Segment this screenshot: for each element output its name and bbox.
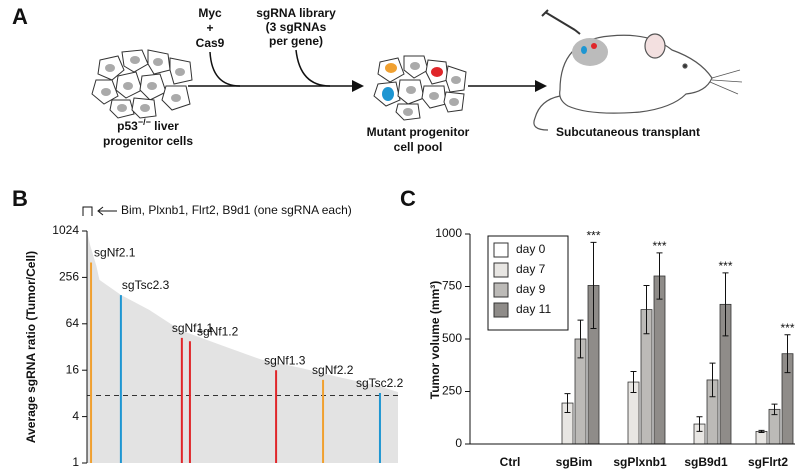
y-tick-label: 4 <box>72 409 79 423</box>
input-label: (3 sgRNAs <box>266 20 327 34</box>
legend-swatch <box>493 282 509 298</box>
y-tick-label: 16 <box>66 362 80 376</box>
gene: p53 <box>117 119 138 133</box>
cells-text: liver <box>151 119 179 133</box>
bar <box>653 275 666 445</box>
y-axis-label: Average sgRNA ratio (Tumor/Cell) <box>24 251 38 443</box>
error-bar <box>722 272 729 337</box>
highlight-label: sgNf1.2 <box>197 324 239 338</box>
highlight-label: sgTsc2.3 <box>122 278 170 292</box>
progenitor-cells <box>91 49 193 119</box>
y-tick-label: 750 <box>442 279 462 293</box>
panel-label: C <box>400 186 416 211</box>
x-tick-label: sgFlrt2 <box>748 455 788 469</box>
error-bar <box>564 393 571 413</box>
mouse <box>533 9 743 131</box>
legend-label: day 11 <box>516 302 551 316</box>
arrows <box>188 49 535 87</box>
legend-swatch <box>493 302 509 318</box>
error-bar <box>784 334 791 374</box>
pool-label: cell pool <box>394 140 443 154</box>
error-bar <box>709 362 716 398</box>
error-bar <box>656 252 663 300</box>
significance: *** <box>586 229 600 243</box>
annotation: Bim, Plxnb1, Flrt2, B9d1 (one sgRNA each… <box>121 203 352 217</box>
y-tick-label: 250 <box>442 384 462 398</box>
y-tick-label: 256 <box>59 270 79 284</box>
error-bar <box>590 241 597 329</box>
error-bar <box>630 371 637 394</box>
significance: *** <box>718 259 732 273</box>
y-tick-label: 0 <box>455 436 462 450</box>
y-tick-label: 64 <box>66 316 80 330</box>
x-tick-label: Ctrl <box>500 455 521 469</box>
error-bar <box>577 319 584 359</box>
y-tick-label: 500 <box>442 331 462 345</box>
error-bar <box>758 429 765 433</box>
legend-label: day 9 <box>516 282 546 296</box>
highlight-label: sgNf2.2 <box>312 363 354 377</box>
x-tick-label: sgB9d1 <box>684 455 728 469</box>
significance: *** <box>780 321 794 335</box>
legend-swatch <box>493 242 509 258</box>
y-tick-label: 1 <box>72 455 79 469</box>
transplant-label: Subcutaneous transplant <box>556 125 700 139</box>
mutant-cell-pool <box>373 55 467 121</box>
error-bar <box>771 403 778 416</box>
highlight-label: sgNf2.1 <box>94 246 136 260</box>
bar <box>755 430 768 445</box>
cells-label: progenitor cells <box>103 134 193 148</box>
input-label: + <box>206 21 213 35</box>
genotype: −/− <box>138 117 151 127</box>
panel-label: A <box>12 4 28 29</box>
legend-label: day 0 <box>516 242 546 256</box>
error-bar <box>696 416 703 432</box>
area <box>87 231 398 463</box>
x-tick-label: sgPlxnb1 <box>613 455 667 469</box>
error-bar <box>643 284 650 335</box>
legend-label: day 7 <box>516 262 546 276</box>
input-label: per gene) <box>269 34 323 48</box>
panel-label: B <box>12 186 28 211</box>
cells-label: p53−/− liver <box>117 117 179 133</box>
significance: *** <box>652 239 666 253</box>
input-label: Myc <box>198 6 222 20</box>
x-tick-label: sgBim <box>556 455 593 469</box>
legend-swatch <box>493 262 509 278</box>
highlight-label: sgNf1.1 <box>172 321 214 335</box>
y-tick-label: 1000 <box>435 226 462 240</box>
annotation-arrow <box>97 206 117 216</box>
input-label: Cas9 <box>196 36 225 50</box>
highlight-label: sgTsc2.2 <box>356 376 404 390</box>
bracket <box>82 206 93 216</box>
input-label: sgRNA library <box>256 6 336 20</box>
y-tick-label: 1024 <box>52 223 79 237</box>
pool-label: Mutant progenitor <box>367 125 470 139</box>
highlight-label: sgNf1.3 <box>264 353 306 367</box>
y-axis-label: Tumor volume (mm³) <box>428 281 442 399</box>
